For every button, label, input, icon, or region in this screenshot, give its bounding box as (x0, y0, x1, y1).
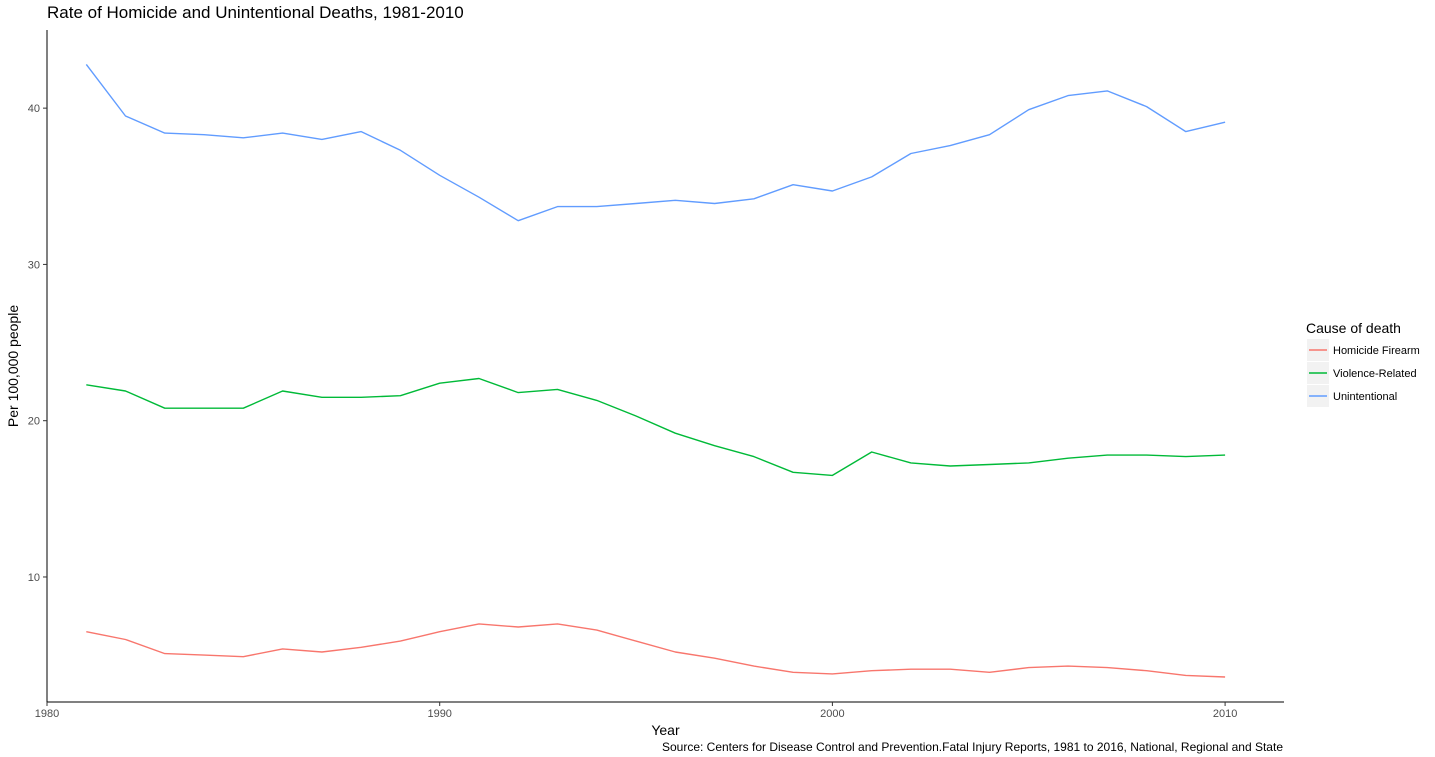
legend-label: Unintentional (1333, 391, 1397, 403)
source-caption: Source: Centers for Disease Control and … (662, 740, 1283, 754)
y-axis-ticks: 10 20 30 40 (28, 103, 47, 584)
chart-title: Rate of Homicide and Unintentional Death… (47, 3, 464, 22)
series-line-unintentional (85, 63, 1226, 222)
x-axis-title: Year (651, 722, 680, 738)
x-axis-ticks: 1980 1990 2000 2010 (35, 702, 1237, 720)
legend: Cause of death Homicide Firearm Violence-… (1306, 320, 1420, 407)
x-tick-label: 1980 (35, 708, 59, 720)
x-tick-label: 1990 (427, 708, 451, 720)
legend-label: Homicide Firearm (1333, 345, 1420, 357)
x-tick-label: 2000 (820, 708, 844, 720)
series-line-violence-related (86, 377, 1226, 477)
y-tick-label: 20 (28, 416, 40, 428)
legend-title: Cause of death (1306, 320, 1401, 336)
y-tick-label: 10 (28, 572, 40, 584)
y-tick-label: 40 (28, 103, 40, 115)
x-tick-label: 2010 (1213, 708, 1237, 720)
legend-item-homicide-firearm: Homicide Firearm (1307, 339, 1420, 361)
series-line-homicide-firearm (86, 623, 1226, 678)
series-lines (85, 63, 1226, 678)
legend-label: Violence-Related (1333, 368, 1417, 380)
legend-item-violence-related: Violence-Related (1307, 362, 1417, 384)
y-axis-title: Per 100,000 people (5, 305, 21, 427)
legend-item-unintentional: Unintentional (1307, 385, 1397, 407)
y-tick-label: 30 (28, 259, 40, 271)
